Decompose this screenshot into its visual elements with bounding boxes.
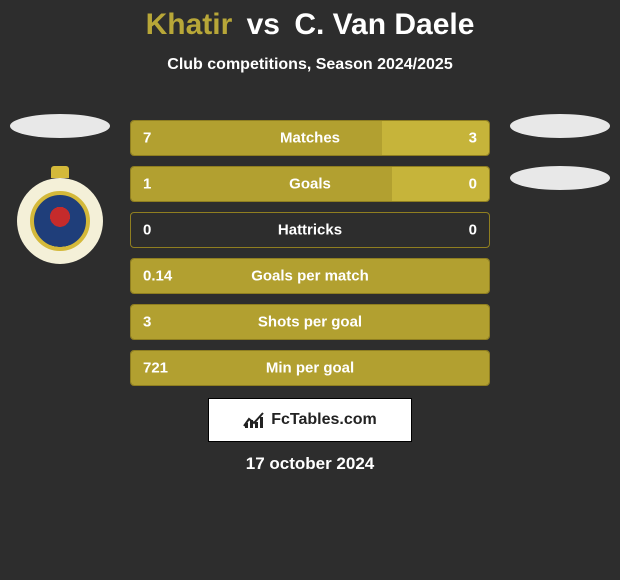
stat-bar-left — [131, 259, 489, 293]
stat-value-left: 721 — [143, 360, 168, 377]
stat-bar-left — [131, 121, 382, 155]
player1-name: Khatir — [146, 8, 233, 41]
stat-row: 721Min per goal — [130, 350, 490, 386]
team-logo-placeholder-right-2 — [510, 166, 610, 190]
comparison-chart: 73Matches10Goals00Hattricks0.14Goals per… — [130, 120, 490, 396]
stat-value-left: 7 — [143, 130, 151, 147]
stat-bar-left — [131, 305, 489, 339]
subtitle: Club competitions, Season 2024/2025 — [0, 56, 620, 74]
stat-row: 10Goals — [130, 166, 490, 202]
page-title: Khatir vs C. Van Daele — [0, 0, 620, 42]
stat-row: 73Matches — [130, 120, 490, 156]
stat-row: 3Shots per goal — [130, 304, 490, 340]
brand-chart-icon — [243, 411, 265, 429]
team-logo-placeholder-left — [10, 114, 110, 138]
stat-row: 0.14Goals per match — [130, 258, 490, 294]
club-crest-icon — [17, 178, 103, 264]
stat-value-right: 0 — [469, 176, 477, 193]
vs-label: vs — [247, 8, 280, 41]
date-label: 17 october 2024 — [0, 454, 620, 474]
stat-value-right: 3 — [469, 130, 477, 147]
stat-label: Hattricks — [131, 222, 489, 239]
stat-row: 0 0Hattricks — [130, 212, 490, 248]
brand-text: FcTables.com — [271, 411, 377, 429]
stat-bar-left — [131, 167, 392, 201]
stat-value-left: 0.14 — [143, 268, 172, 285]
stat-value-left: 0 — [143, 222, 151, 239]
stat-value-right: 0 — [469, 222, 477, 239]
stat-value-left: 3 — [143, 314, 151, 331]
stat-bar-left — [131, 351, 489, 385]
player2-name: C. Van Daele — [294, 8, 474, 41]
team-logo-placeholder-right-1 — [510, 114, 610, 138]
stat-value-left: 1 — [143, 176, 151, 193]
brand-badge: FcTables.com — [208, 398, 412, 442]
